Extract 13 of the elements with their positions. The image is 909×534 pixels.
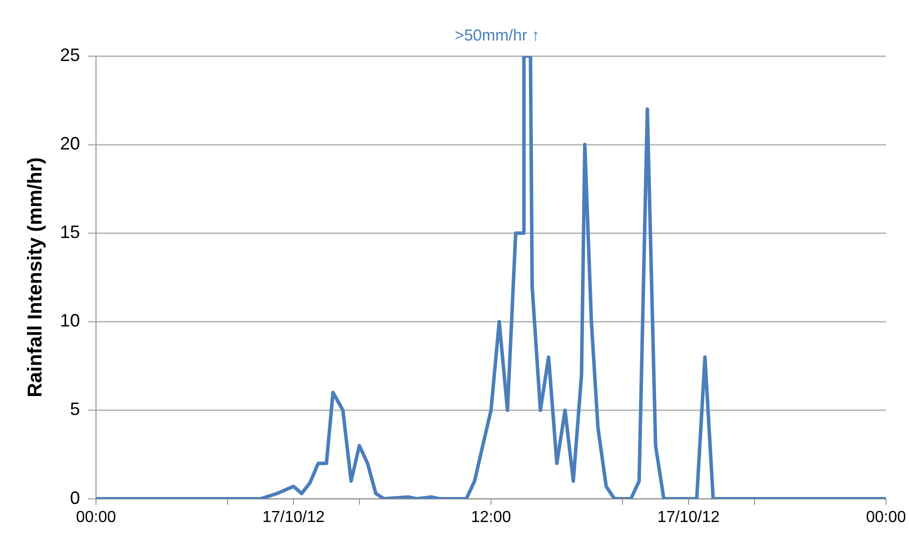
x-tick-label: 00:00	[76, 508, 116, 526]
y-tick-label: 25	[60, 44, 80, 65]
annotation: >50mm/hr ↑	[454, 27, 540, 44]
y-tick-label: 10	[60, 310, 80, 331]
y-tick-label: 15	[60, 222, 80, 242]
x-tick-label: 17/10/12	[262, 508, 325, 526]
x-tick-label: 17/10/12	[657, 508, 720, 526]
x-tick-label: 12:00	[470, 508, 512, 526]
y-tick-label: 20	[60, 134, 80, 154]
y-tick-label: 5	[70, 399, 80, 420]
y-tick-label: 0	[70, 488, 80, 508]
x-tick-label: 00:00	[866, 508, 906, 526]
y-axis-title: Rainfall Intensity (mm/hr)	[24, 157, 47, 398]
